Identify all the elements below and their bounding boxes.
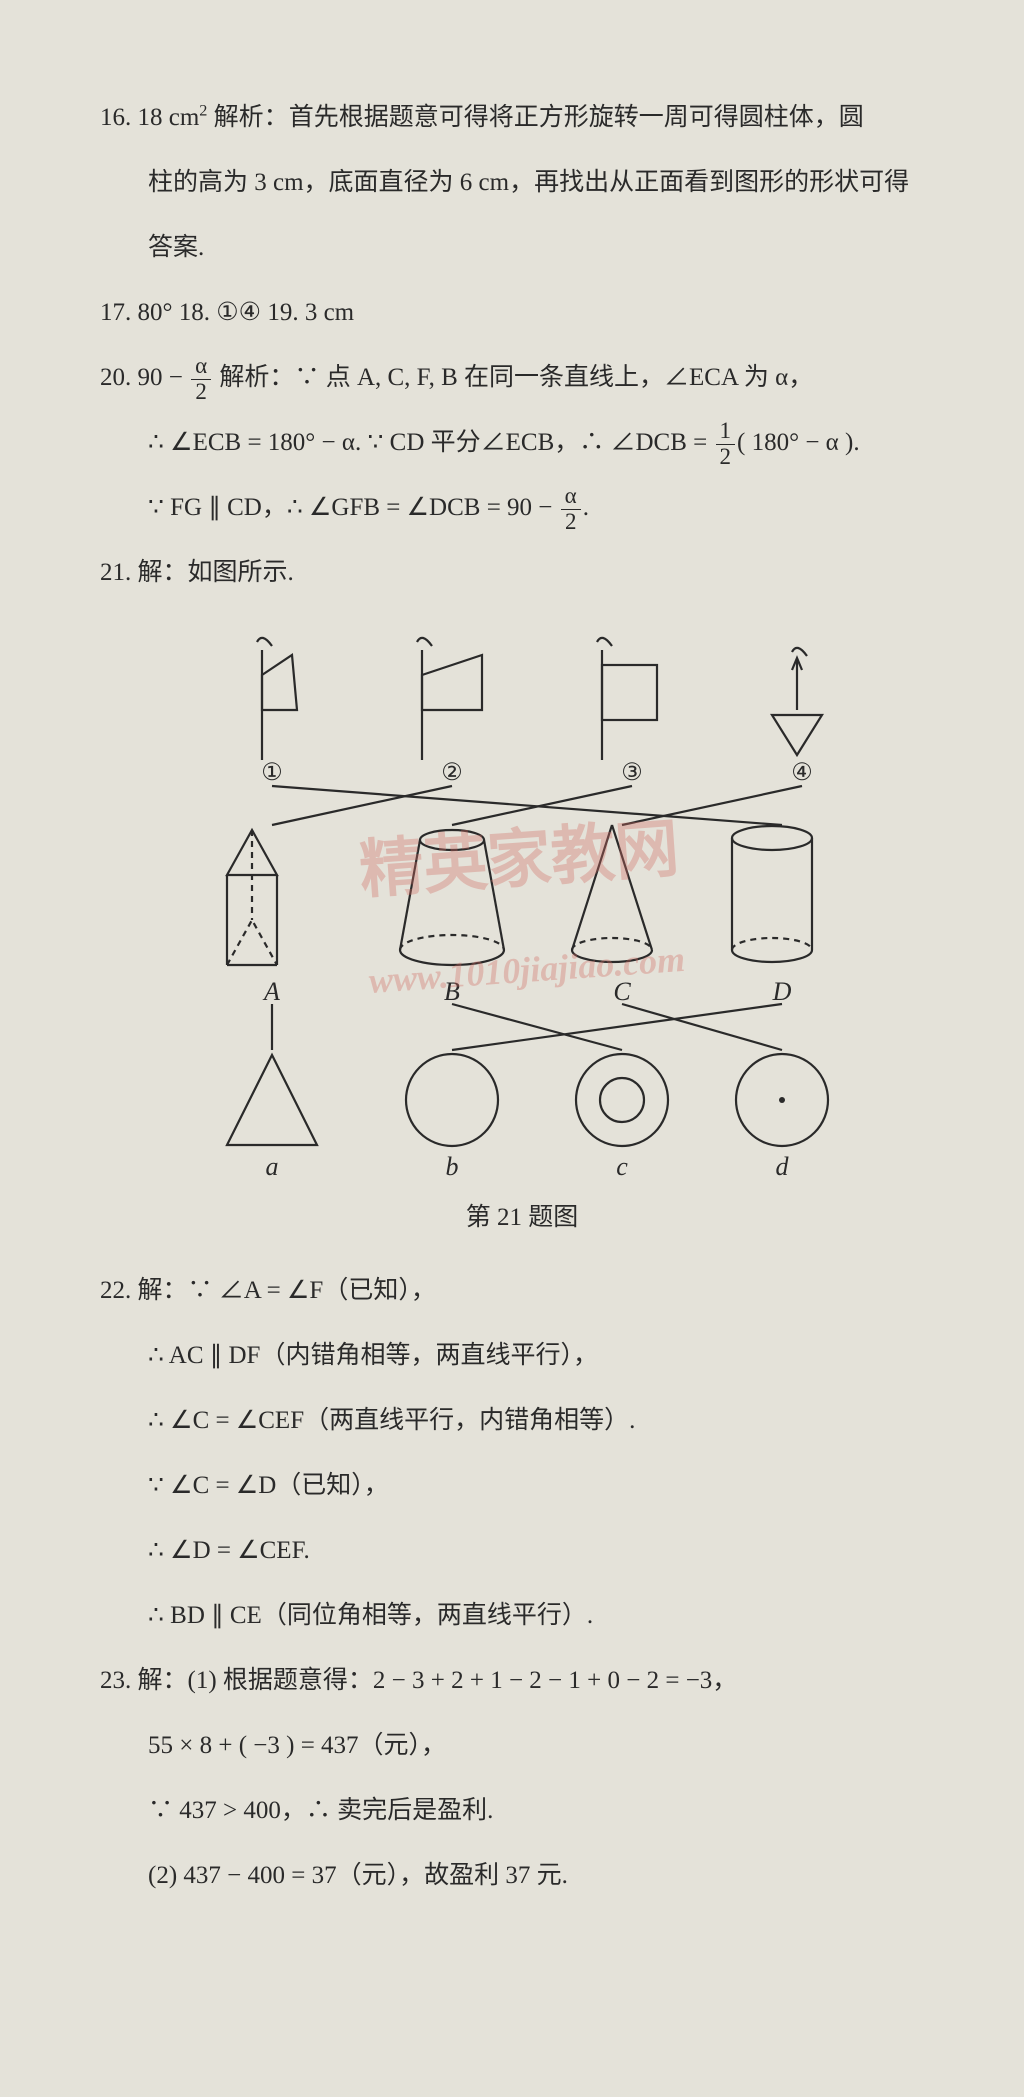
- q22-l3: ∴ ∠C = ∠CEF（两直线平行，内错角相等）.: [100, 1393, 944, 1448]
- q22-l4: ∵ ∠C = ∠D（已知），: [100, 1458, 944, 1513]
- q20-l3b: .: [583, 494, 589, 521]
- svg-text:D: D: [772, 977, 792, 1006]
- svg-text:b: b: [446, 1152, 459, 1180]
- q20-frac2: 12: [716, 419, 736, 470]
- q23-head: 23. 解：(1) 根据题意得：2 − 3 + 2 + 1 − 2 − 1 + …: [100, 1653, 944, 1708]
- svg-text:A: A: [262, 977, 280, 1006]
- q20-line1: 20. 90 − α2 解析：∵ 点 A, C, F, B 在同一条直线上，∠E…: [100, 350, 944, 405]
- q21-caption: 第 21 题图: [100, 1190, 944, 1245]
- q16-line2: 柱的高为 3 cm，底面直径为 6 cm，再找出从正面看到图形的形状可得: [100, 155, 944, 210]
- q16-line3: 答案.: [100, 220, 944, 275]
- q23-l2: 55 × 8 + ( −3 ) = 437（元），: [100, 1718, 944, 1773]
- q20-frac1: α2: [191, 354, 211, 405]
- svg-text:B: B: [444, 977, 460, 1006]
- q16-label: 16. 18 cm: [100, 104, 199, 131]
- svg-text:c: c: [616, 1152, 628, 1180]
- q20-analysis-label: 解析：: [213, 364, 294, 391]
- q20-l2a: ∴ ∠ECB = 180° − α. ∵ CD 平分∠ECB，∴ ∠DCB =: [148, 429, 714, 456]
- svg-text:d: d: [776, 1152, 790, 1180]
- q20-frac3: α2: [561, 484, 581, 535]
- q16-line1: 16. 18 cm2 解析：首先根据题意可得将正方形旋转一周可得圆柱体，圆: [100, 90, 944, 145]
- q21-head: 21. 解：如图所示.: [100, 545, 944, 600]
- svg-text:②: ②: [441, 760, 463, 786]
- svg-text:①: ①: [261, 760, 283, 786]
- q21-figure: 精英家教网 www.1010jiajiao.com ①②③④ABCDabcd: [162, 620, 882, 1180]
- q17-19: 17. 80° 18. ①④ 19. 3 cm: [100, 285, 944, 340]
- q21-svg: ① ② ③ ④ A B C Da b c d: [162, 620, 882, 1180]
- q22-l5: ∴ ∠D = ∠CEF.: [100, 1523, 944, 1578]
- svg-text:④: ④: [791, 760, 813, 786]
- q22-head: 22. 解：∵ ∠A = ∠F（已知），: [100, 1263, 944, 1318]
- q20-line3: ∵ FG ∥ CD，∴ ∠GFB = ∠DCB = 90 − α2.: [100, 480, 944, 535]
- svg-text:C: C: [613, 977, 631, 1006]
- q16-analysis-label: 解析：: [207, 104, 288, 131]
- q20-l3a: ∵ FG ∥ CD，∴ ∠GFB = ∠DCB = 90 −: [148, 494, 559, 521]
- q20-line2: ∴ ∠ECB = 180° − α. ∵ CD 平分∠ECB，∴ ∠DCB = …: [100, 415, 944, 470]
- q20-head-b: ∵ 点 A, C, F, B 在同一条直线上，∠ECA 为 α，: [294, 364, 813, 391]
- svg-text:③: ③: [621, 760, 643, 786]
- q16-rest: 首先根据题意可得将正方形旋转一周可得圆柱体，圆: [289, 104, 864, 131]
- svg-text:a: a: [266, 1152, 279, 1180]
- q23-l3: ∵ 437 > 400，∴ 卖完后是盈利.: [100, 1783, 944, 1838]
- q22-l6: ∴ BD ∥ CE（同位角相等，两直线平行）.: [100, 1588, 944, 1643]
- q23-l4: (2) 437 − 400 = 37（元），故盈利 37 元.: [100, 1848, 944, 1903]
- q22-l2: ∴ AC ∥ DF（内错角相等，两直线平行），: [100, 1328, 944, 1383]
- q20-head-a: 20. 90 −: [100, 364, 189, 391]
- q20-l2b: ( 180° − α ).: [737, 429, 860, 456]
